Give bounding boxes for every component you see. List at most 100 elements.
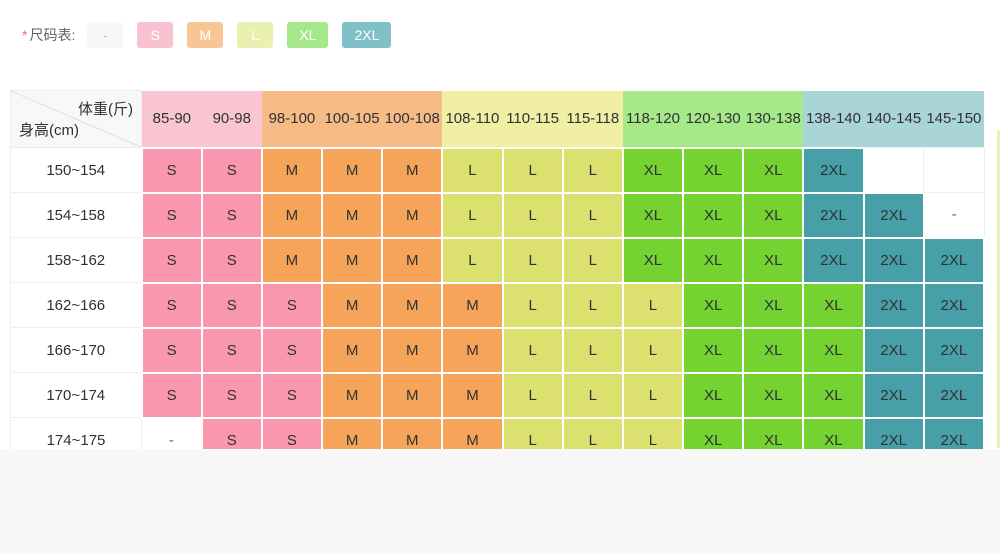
size-cell-xl[interactable]: XL bbox=[682, 236, 745, 284]
size-cell-s[interactable]: S bbox=[260, 281, 324, 329]
size-cell-l[interactable]: L bbox=[561, 191, 624, 239]
size-cell-m[interactable]: M bbox=[441, 326, 504, 374]
size-cell-2xl[interactable]: 2XL bbox=[922, 236, 986, 284]
size-chip-s[interactable]: S bbox=[137, 22, 174, 48]
size-cell-xl[interactable]: XL bbox=[742, 326, 805, 374]
row-header-158~162: 158~162 bbox=[10, 237, 142, 283]
size-cell-l[interactable]: L bbox=[621, 326, 685, 374]
size-cell-xl[interactable]: XL bbox=[682, 326, 745, 374]
size-cell-s[interactable]: S bbox=[260, 371, 324, 419]
size-cell-m[interactable]: M bbox=[321, 191, 384, 239]
size-cell-m[interactable]: M bbox=[441, 371, 504, 419]
size-cell-2xl[interactable]: 2XL bbox=[802, 191, 865, 239]
size-cell-2xl[interactable]: 2XL bbox=[922, 371, 986, 419]
size-cell-l[interactable]: L bbox=[501, 326, 564, 374]
header-row: 体重(斤) 身高(cm) 85-90 90-98 98-100 100-105 100-10… bbox=[10, 90, 984, 148]
size-cell-l[interactable]: L bbox=[561, 146, 624, 194]
size-cell-empty[interactable] bbox=[923, 147, 985, 193]
size-chip-2xl[interactable]: 2XL bbox=[342, 22, 392, 48]
size-cell-l[interactable]: L bbox=[441, 236, 504, 284]
size-cell-s[interactable]: S bbox=[200, 281, 263, 329]
size-cell-xl[interactable]: XL bbox=[742, 281, 805, 329]
size-cell-s[interactable]: S bbox=[140, 236, 203, 284]
size-cell-m[interactable]: M bbox=[321, 281, 384, 329]
size-cell-xl[interactable]: XL bbox=[742, 146, 805, 194]
size-cell-m[interactable]: M bbox=[381, 146, 444, 194]
size-cell-l[interactable]: L bbox=[561, 326, 624, 374]
size-cell-m[interactable]: M bbox=[381, 191, 444, 239]
size-cell-l[interactable]: L bbox=[621, 371, 685, 419]
size-cell-2xl[interactable]: 2XL bbox=[862, 236, 925, 284]
size-cell-xl[interactable]: XL bbox=[682, 191, 745, 239]
col-header-120-130: 120-130 bbox=[683, 90, 744, 148]
size-cell-xl[interactable]: XL bbox=[621, 236, 685, 284]
size-chip-xl[interactable]: XL bbox=[287, 22, 329, 48]
col-header-138-140: 138-140 bbox=[803, 90, 864, 148]
size-cell-s[interactable]: S bbox=[140, 146, 203, 194]
size-cell-2xl[interactable]: 2XL bbox=[862, 191, 925, 239]
size-cell-xl[interactable]: XL bbox=[742, 371, 805, 419]
size-cell-m[interactable]: M bbox=[321, 371, 384, 419]
size-cell-s[interactable]: S bbox=[140, 191, 203, 239]
size-cell-l[interactable]: L bbox=[621, 281, 685, 329]
size-cell-l[interactable]: L bbox=[561, 371, 624, 419]
size-chip-m[interactable]: M bbox=[187, 22, 224, 48]
size-cell-s[interactable]: S bbox=[200, 326, 263, 374]
row-header-162~166: 162~166 bbox=[10, 282, 142, 328]
size-cell-xl[interactable]: XL bbox=[682, 281, 745, 329]
size-cell-l[interactable]: L bbox=[501, 281, 564, 329]
size-cell-2xl[interactable]: 2XL bbox=[862, 371, 925, 419]
size-cell-s[interactable]: S bbox=[200, 236, 263, 284]
size-chip-none[interactable]: - bbox=[87, 22, 124, 48]
size-cell-2xl[interactable]: 2XL bbox=[922, 326, 986, 374]
size-cell-none[interactable]: - bbox=[923, 192, 985, 238]
size-cell-m[interactable]: M bbox=[260, 146, 324, 194]
size-cell-empty[interactable] bbox=[863, 147, 925, 193]
size-cell-m[interactable]: M bbox=[321, 146, 384, 194]
size-cell-s[interactable]: S bbox=[140, 281, 203, 329]
size-cell-xl[interactable]: XL bbox=[742, 191, 805, 239]
size-cell-xl[interactable]: XL bbox=[621, 191, 685, 239]
size-cell-l[interactable]: L bbox=[561, 281, 624, 329]
size-cell-s[interactable]: S bbox=[200, 191, 263, 239]
size-cell-xl[interactable]: XL bbox=[802, 281, 865, 329]
size-cell-m[interactable]: M bbox=[381, 236, 444, 284]
size-cell-m[interactable]: M bbox=[441, 281, 504, 329]
field-label-text: 尺码表: bbox=[29, 27, 76, 43]
row-header-150~154: 150~154 bbox=[10, 147, 142, 193]
size-chart-table-wrap: 体重(斤) 身高(cm) 85-90 90-98 98-100 100-105 100-10… bbox=[10, 90, 986, 464]
size-cell-l[interactable]: L bbox=[501, 191, 564, 239]
size-cell-l[interactable]: L bbox=[441, 191, 504, 239]
size-cell-s[interactable]: S bbox=[140, 371, 203, 419]
size-cell-2xl[interactable]: 2XL bbox=[862, 326, 925, 374]
size-cell-2xl[interactable]: 2XL bbox=[802, 146, 865, 194]
size-cell-l[interactable]: L bbox=[501, 371, 564, 419]
size-cell-xl[interactable]: XL bbox=[682, 371, 745, 419]
size-cell-m[interactable]: M bbox=[381, 326, 444, 374]
size-cell-l[interactable]: L bbox=[501, 146, 564, 194]
size-chip-l[interactable]: L bbox=[237, 22, 274, 48]
size-cell-m[interactable]: M bbox=[260, 236, 324, 284]
size-cell-2xl[interactable]: 2XL bbox=[802, 236, 865, 284]
size-cell-m[interactable]: M bbox=[260, 191, 324, 239]
table-row: 162~166 S S S M M M L L L XL XL XL 2XL 2XL bbox=[10, 281, 986, 329]
size-cell-xl[interactable]: XL bbox=[621, 146, 685, 194]
size-cell-2xl[interactable]: 2XL bbox=[922, 281, 986, 329]
size-cell-m[interactable]: M bbox=[381, 281, 444, 329]
size-cell-s[interactable]: S bbox=[260, 326, 324, 374]
size-cell-s[interactable]: S bbox=[200, 371, 263, 419]
size-cell-xl[interactable]: XL bbox=[802, 326, 865, 374]
size-cell-s[interactable]: S bbox=[140, 326, 203, 374]
size-cell-s[interactable]: S bbox=[200, 146, 263, 194]
size-cell-xl[interactable]: XL bbox=[682, 146, 745, 194]
size-cell-l[interactable]: L bbox=[561, 236, 624, 284]
size-cell-m[interactable]: M bbox=[321, 236, 384, 284]
size-cell-2xl[interactable]: 2XL bbox=[862, 281, 925, 329]
size-cell-l[interactable]: L bbox=[441, 146, 504, 194]
size-cell-xl[interactable]: XL bbox=[742, 236, 805, 284]
size-cell-xl[interactable]: XL bbox=[802, 371, 865, 419]
page-lower-background bbox=[0, 449, 1000, 554]
size-cell-l[interactable]: L bbox=[501, 236, 564, 284]
size-cell-m[interactable]: M bbox=[381, 371, 444, 419]
size-cell-m[interactable]: M bbox=[321, 326, 384, 374]
